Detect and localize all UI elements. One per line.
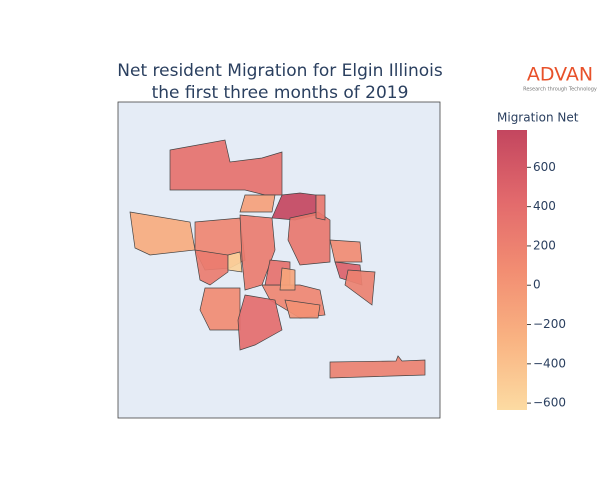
title-line: Net resident Migration for Elgin Illinoi… bbox=[117, 61, 443, 81]
region bbox=[194, 249, 229, 286]
region bbox=[279, 267, 296, 291]
region bbox=[344, 269, 376, 306]
region bbox=[284, 299, 321, 319]
colorbar-tick-label: 400 bbox=[533, 199, 556, 213]
logo-tagline: Research through Technology bbox=[523, 87, 597, 93]
region bbox=[129, 211, 196, 256]
logo: ADVAN bbox=[527, 64, 593, 86]
colorbar-tick-label: −600 bbox=[533, 396, 566, 410]
region bbox=[237, 294, 283, 351]
region bbox=[239, 194, 276, 213]
region bbox=[199, 287, 241, 331]
region bbox=[329, 239, 363, 263]
region bbox=[227, 251, 243, 273]
colorbar-tick-label: 600 bbox=[533, 160, 556, 174]
colorbar-tick-label: 200 bbox=[533, 238, 556, 252]
colorbar-tick-label: 0 bbox=[533, 278, 541, 292]
colorbar-title: Migration Net bbox=[497, 111, 579, 125]
colorbar bbox=[497, 130, 527, 410]
region bbox=[329, 355, 426, 379]
regions bbox=[129, 139, 426, 379]
title-line: the first three months of 2019 bbox=[152, 83, 409, 103]
region bbox=[169, 139, 283, 196]
colorbar-tick-label: −200 bbox=[533, 317, 566, 331]
colorbar-tick-label: −400 bbox=[533, 356, 566, 370]
region bbox=[315, 194, 326, 221]
